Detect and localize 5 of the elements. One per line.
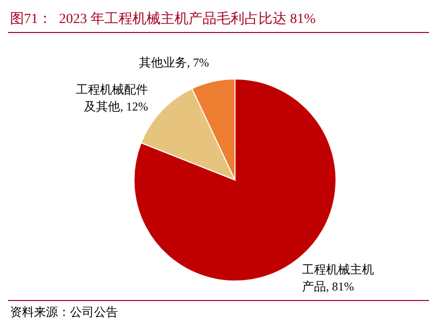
chart-title: 图71： 2023 年工程机械主机产品毛利占比达 81%: [10, 10, 316, 28]
slice-label: 工程机械主机产品, 81%: [302, 262, 374, 294]
text: 资料来源：公司公告: [10, 304, 118, 321]
slice-label: 工程机械配件及其他, 12%: [76, 82, 148, 114]
slice-label: 其他业务, 7%: [139, 55, 209, 70]
